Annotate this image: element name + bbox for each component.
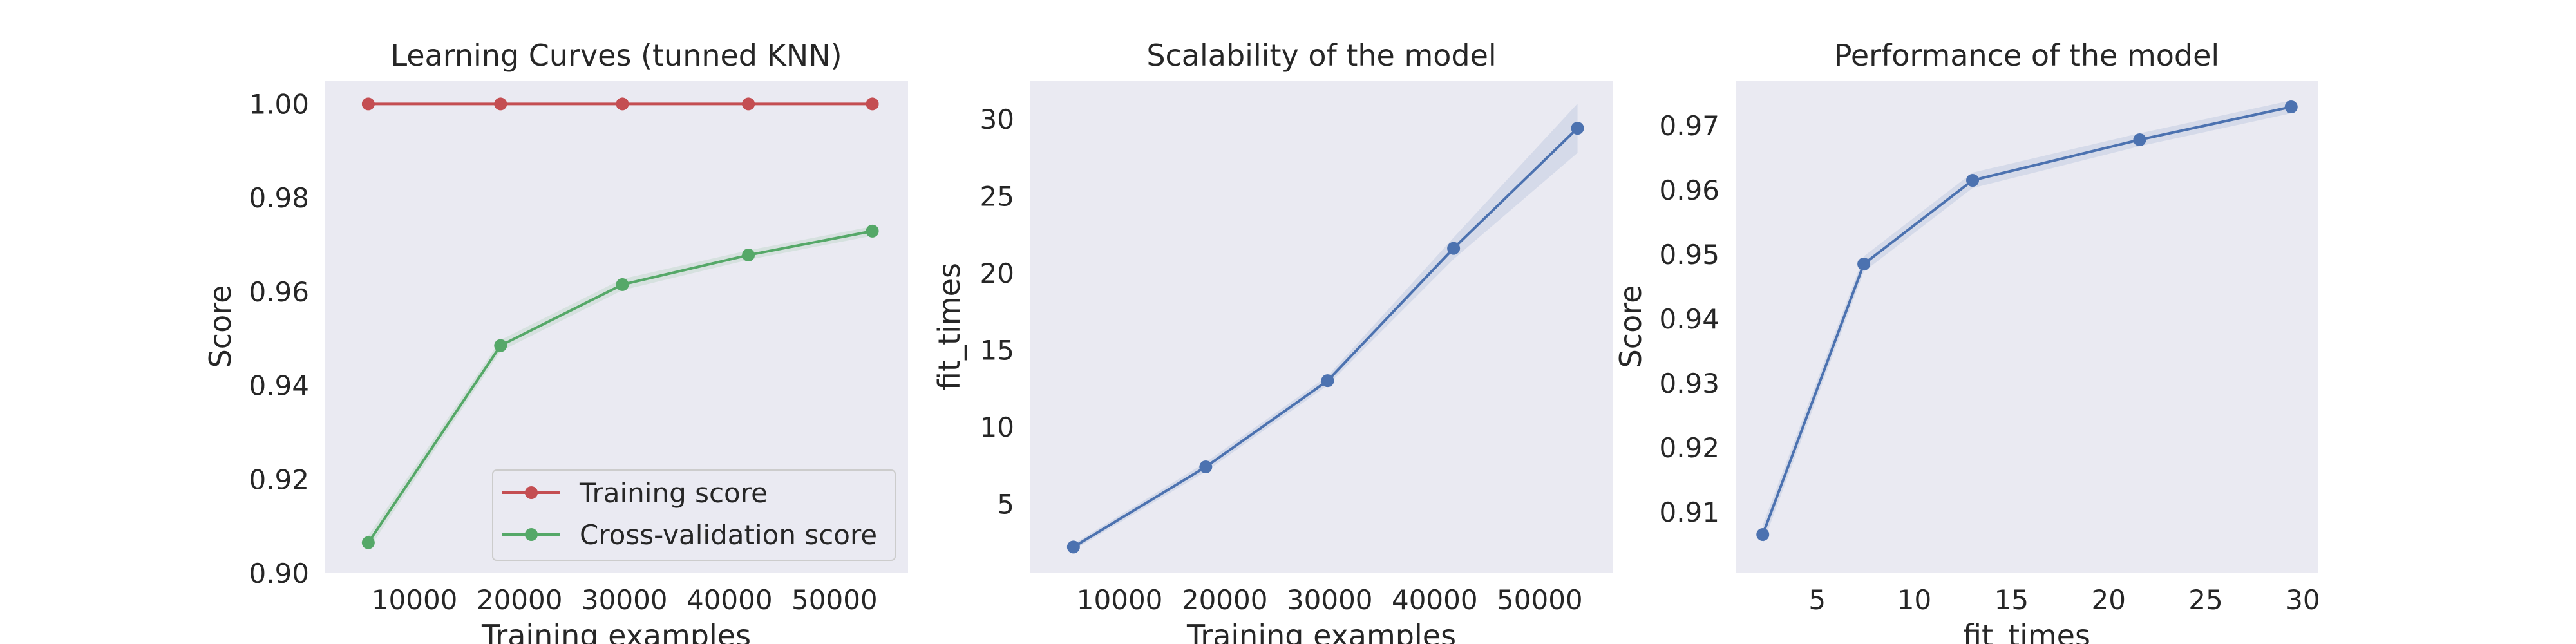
data-point	[2133, 133, 2146, 146]
y-tick-labels: 0.91 0.92 0.93 0.94 0.95 0.96 0.97	[1659, 110, 1719, 528]
x-tick-label: 20000	[1182, 584, 1268, 616]
scalability-panel: 10000 20000 30000 40000 50000 5 10 15 20 25 30 Sc…	[932, 38, 1613, 644]
data-point	[361, 536, 375, 549]
data-point	[1447, 242, 1461, 255]
y-tick-label: 0.91	[1659, 497, 1719, 528]
line-layer	[1066, 122, 1584, 554]
x-tick-label: 50000	[1497, 584, 1583, 616]
x-tick-labels: 5 10 15 20 25 30	[1808, 584, 2320, 616]
data-point	[1066, 540, 1080, 554]
chart-title: Performance of the model	[1834, 38, 2219, 73]
x-tick-labels: 10000 20000 30000 40000 50000	[1077, 584, 1583, 616]
x-axis-label: Training examples	[1186, 618, 1456, 644]
legend: Training score Cross-validation score	[492, 469, 896, 561]
x-tick-label: 5	[1808, 584, 1826, 616]
data-point	[616, 278, 629, 291]
data-point	[494, 339, 507, 352]
y-tick-label: 10	[980, 412, 1014, 443]
data-point	[1857, 258, 1871, 270]
y-tick-label: 0.92	[1659, 432, 1719, 464]
plot-area	[1736, 80, 2318, 573]
legend-marker-cross-validation	[525, 528, 538, 541]
x-tick-label: 30000	[1287, 584, 1373, 616]
y-tick-label: 0.96	[1659, 175, 1719, 206]
y-axis-label: Score	[1613, 285, 1648, 368]
data-point	[616, 97, 629, 111]
x-tick-label: 40000	[1392, 584, 1478, 616]
chart-title: Learning Curves (tunned KNN)	[390, 38, 842, 73]
y-axis-label: fit_times	[932, 263, 967, 390]
y-tick-label: 0.90	[249, 558, 309, 589]
x-tick-label: 10	[1897, 584, 1931, 616]
data-point	[866, 97, 879, 111]
performance-panel: 5 10 15 20 25 30 0.91 0.92 0.93 0.94 0.95 0.96 0.97…	[1613, 38, 2320, 644]
y-tick-label: 20	[980, 258, 1014, 289]
y-tick-label: 0.95	[1659, 239, 1719, 270]
x-tick-labels: 10000 20000 30000 40000 50000	[372, 584, 878, 616]
y-tick-label: 0.94	[249, 370, 309, 402]
x-tick-label: 30000	[582, 584, 668, 616]
data-point	[1966, 174, 1980, 187]
data-point	[494, 97, 507, 111]
x-tick-label: 10000	[372, 584, 458, 616]
y-tick-label: 1.00	[249, 88, 309, 120]
y-axis-label: Score	[203, 285, 238, 368]
x-tick-label: 20	[2091, 584, 2125, 616]
y-tick-label: 5	[997, 488, 1014, 520]
legend-box	[492, 469, 896, 561]
line-layer	[361, 97, 879, 549]
y-tick-label: 25	[980, 180, 1014, 212]
y-tick-label: 0.97	[1659, 110, 1719, 142]
y-tick-label: 15	[980, 334, 1014, 366]
data-point	[1756, 528, 1770, 541]
x-tick-label: 20000	[477, 584, 563, 616]
y-tick-labels: 5 10 15 20 25 30	[980, 104, 1014, 520]
confidence-band	[368, 226, 873, 550]
x-tick-label: 15	[1994, 584, 2029, 616]
y-tick-label: 0.93	[1659, 368, 1719, 399]
x-tick-label: 40000	[687, 584, 773, 616]
data-point	[866, 224, 879, 238]
data-point	[361, 97, 375, 111]
y-tick-label: 30	[980, 104, 1014, 135]
chart-title: Scalability of the model	[1146, 38, 1496, 73]
y-tick-label: 0.96	[249, 276, 309, 308]
data-point	[742, 97, 755, 111]
data-point	[1321, 374, 1334, 388]
data-point	[1199, 460, 1213, 474]
y-tick-label: 0.98	[249, 182, 309, 214]
band-layer	[368, 226, 873, 550]
legend-label-cross-validation: Cross-validation score	[580, 519, 877, 551]
data-point	[1571, 122, 1584, 135]
y-tick-labels: 0.90 0.92 0.94 0.96 0.98 1.00	[249, 88, 309, 589]
learning-curves-panel: 10000 20000 30000 40000 50000 0.900.920.940.…	[203, 38, 908, 644]
legend-label-training: Training score	[579, 477, 768, 509]
x-tick-label: 25	[2188, 584, 2222, 616]
data-point	[2284, 100, 2298, 113]
x-tick-label: 30	[2286, 584, 2320, 616]
plot-area	[1030, 80, 1613, 573]
x-axis-label: Training examples	[481, 618, 751, 644]
legend-marker-training	[525, 486, 538, 499]
line-layer	[1756, 100, 2298, 541]
x-axis-label: fit_times	[1963, 618, 2090, 644]
x-tick-label: 50000	[791, 584, 878, 616]
y-tick-label: 0.94	[1659, 303, 1719, 335]
x-tick-label: 10000	[1077, 584, 1163, 616]
data-point	[742, 249, 755, 262]
y-tick-label: 0.92	[249, 464, 309, 495]
